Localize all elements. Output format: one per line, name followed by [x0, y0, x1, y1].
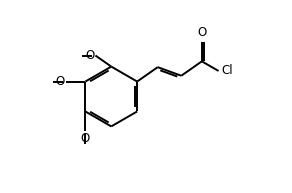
Text: O: O: [85, 49, 95, 62]
Text: O: O: [56, 75, 65, 88]
Text: O: O: [81, 132, 90, 145]
Text: Cl: Cl: [221, 64, 232, 78]
Text: O: O: [197, 26, 206, 39]
